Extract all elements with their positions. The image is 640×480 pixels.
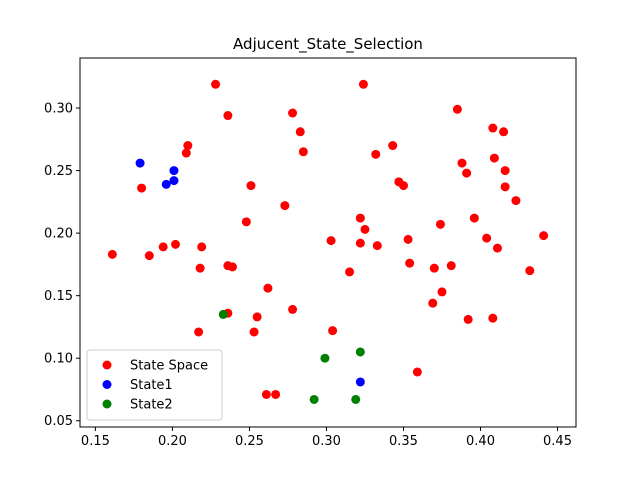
point-0-41	[412, 367, 422, 377]
point-0-0	[107, 249, 117, 259]
point-2-0	[218, 309, 228, 319]
x-tick-label-6: 0.45	[543, 434, 572, 449]
point-0-9	[194, 327, 204, 337]
point-0-62	[539, 231, 549, 241]
y-tick-label-0: 0.05	[44, 414, 73, 429]
point-0-8	[197, 242, 207, 252]
point-0-53	[488, 123, 498, 133]
point-0-10	[211, 79, 221, 89]
legend: State Space State1 State2	[86, 349, 223, 421]
point-1-0	[135, 158, 145, 168]
point-2-3	[351, 394, 361, 404]
point-0-25	[295, 127, 305, 137]
points-layer	[107, 79, 549, 404]
chart-title: Adjucent_State_Selection	[233, 35, 423, 54]
point-0-36	[388, 141, 398, 151]
point-0-45	[437, 287, 447, 297]
point-2-4	[355, 347, 365, 357]
point-0-50	[463, 314, 473, 324]
point-1-4	[355, 377, 365, 387]
point-0-22	[280, 201, 290, 211]
y-tick-label-1: 0.10	[44, 352, 73, 367]
point-0-7	[195, 263, 205, 273]
point-0-1	[137, 183, 147, 193]
point-0-16	[246, 181, 256, 191]
point-1-1	[161, 179, 171, 189]
legend-label-1: State1	[130, 378, 173, 393]
point-1-3	[169, 176, 179, 186]
point-0-32	[358, 79, 368, 89]
point-0-23	[288, 108, 298, 118]
point-0-47	[452, 104, 462, 114]
x-tick-label-3: 0.30	[312, 434, 341, 449]
point-0-34	[371, 149, 381, 159]
point-0-11	[223, 111, 233, 121]
legend-label-0: State Space	[130, 359, 208, 374]
point-0-57	[499, 127, 509, 137]
point-0-61	[525, 266, 535, 276]
point-0-13	[228, 262, 237, 272]
point-0-31	[355, 238, 365, 248]
x-axis: 0.15 0.20 0.25 0.30 0.35 0.40 0.45	[81, 427, 572, 449]
point-0-35	[372, 241, 382, 251]
point-0-20	[261, 389, 271, 399]
point-0-5	[181, 148, 191, 158]
y-tick-label-3: 0.20	[44, 227, 73, 242]
point-0-18	[252, 312, 262, 322]
point-0-26	[298, 147, 308, 157]
point-2-1	[309, 394, 319, 404]
legend-label-2: State2	[130, 398, 173, 413]
point-0-59	[500, 182, 510, 192]
point-0-3	[158, 242, 168, 252]
x-tick-label-4: 0.35	[389, 434, 418, 449]
legend-box	[86, 349, 223, 421]
point-0-60	[511, 196, 521, 206]
point-0-15	[241, 217, 251, 227]
y-axis: 0.05 0.10 0.15 0.20 0.25 0.30	[44, 102, 80, 429]
legend-marker-0	[102, 360, 112, 370]
y-tick-label-5: 0.30	[44, 102, 73, 117]
point-0-21	[271, 389, 281, 399]
point-0-46	[446, 261, 456, 271]
point-0-30	[355, 213, 365, 223]
point-0-51	[469, 213, 479, 223]
point-0-44	[435, 219, 445, 229]
x-tick-label-5: 0.40	[466, 434, 495, 449]
point-0-49	[462, 168, 472, 178]
x-tick-label-2: 0.25	[235, 434, 264, 449]
x-tick-label-0: 0.15	[81, 434, 110, 449]
point-0-42	[428, 298, 438, 308]
point-0-29	[345, 267, 355, 277]
point-0-58	[500, 166, 510, 176]
point-0-6	[183, 141, 193, 151]
point-0-27	[326, 236, 336, 246]
legend-marker-1	[102, 380, 112, 389]
point-0-24	[288, 304, 298, 314]
y-tick-label-4: 0.25	[44, 164, 73, 179]
legend-marker-2	[102, 399, 112, 409]
point-0-2	[144, 251, 154, 261]
point-0-54	[488, 313, 498, 323]
point-0-33	[360, 224, 370, 234]
point-0-38	[398, 181, 408, 191]
point-0-39	[403, 234, 413, 244]
x-tick-label-1: 0.20	[158, 434, 187, 449]
point-0-52	[482, 233, 492, 243]
y-tick-label-2: 0.15	[44, 289, 73, 304]
point-0-4	[171, 239, 180, 249]
point-0-40	[405, 258, 415, 268]
point-0-48	[457, 158, 467, 168]
point-0-43	[429, 263, 439, 273]
plot-frame	[79, 57, 577, 428]
point-0-55	[489, 153, 499, 163]
point-2-2	[320, 353, 330, 363]
point-0-56	[492, 243, 502, 253]
point-0-28	[328, 326, 338, 336]
point-0-19	[263, 283, 273, 293]
point-0-17	[249, 327, 259, 337]
point-1-2	[169, 166, 179, 176]
